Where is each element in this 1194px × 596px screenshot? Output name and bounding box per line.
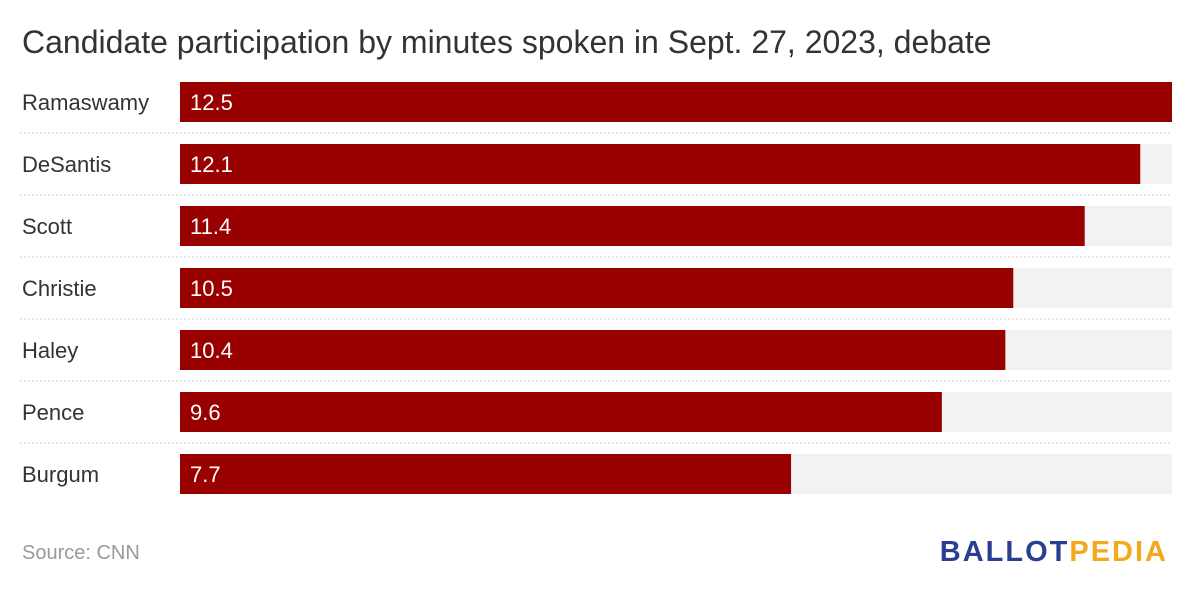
- bar: [180, 392, 942, 432]
- ballotpedia-logo: BALLOTPEDIA: [940, 534, 1168, 570]
- category-label: Pence: [22, 400, 84, 425]
- data-label: 10.4: [190, 338, 233, 363]
- chart-title: Candidate participation by minutes spoke…: [22, 24, 992, 60]
- category-label: Haley: [22, 338, 78, 363]
- data-label: 11.4: [190, 214, 231, 239]
- bar: [180, 454, 792, 494]
- bar: [180, 206, 1085, 246]
- logo-part-pedia: PEDIA: [1069, 536, 1168, 568]
- category-label: Christie: [22, 276, 97, 301]
- data-label: 10.5: [190, 276, 233, 301]
- bar: [180, 82, 1172, 122]
- data-label: 9.6: [190, 400, 221, 425]
- source-note: Source: CNN: [22, 542, 140, 564]
- bar: [180, 144, 1141, 184]
- logo-part-ballot: BALLOT: [939, 536, 1070, 568]
- category-label: DeSantis: [22, 152, 111, 177]
- data-label: 12.1: [190, 152, 233, 177]
- bar: [180, 268, 1014, 308]
- data-label: 12.5: [190, 90, 233, 115]
- bar: [180, 330, 1006, 370]
- category-label: Burgum: [22, 462, 99, 487]
- category-label: Ramaswamy: [22, 90, 149, 115]
- category-label: Scott: [22, 214, 72, 239]
- data-label: 7.7: [190, 462, 221, 487]
